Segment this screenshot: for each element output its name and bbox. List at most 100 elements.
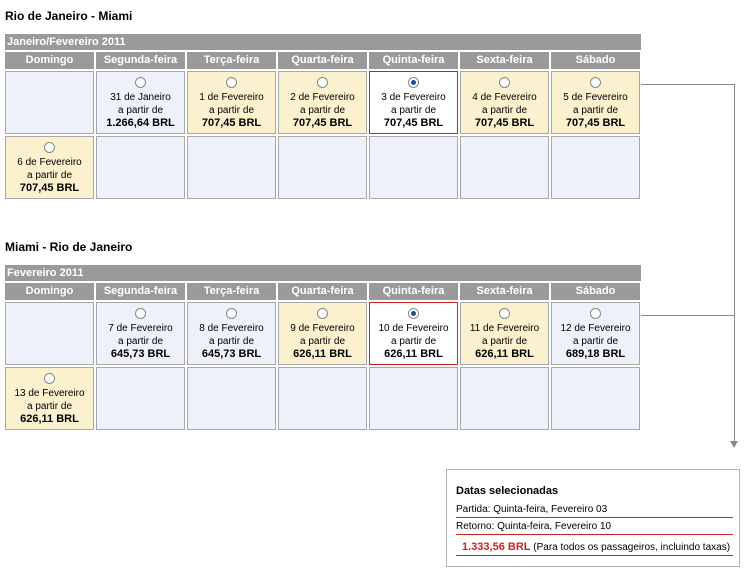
date-label: 2 de Fevereiro — [290, 92, 355, 103]
summary-divider — [456, 517, 733, 518]
date-option-cell[interactable]: 2 de Fevereiro a partir de 707,45 BRL — [278, 71, 367, 134]
summary-divider — [456, 534, 733, 535]
weekday-header: Terça-feira — [187, 283, 276, 300]
date-label: 4 de Fevereiro — [472, 92, 537, 103]
weekday-header: Domingo — [5, 283, 94, 300]
date-option-cell[interactable]: 12 de Fevereiro a partir de 689,18 BRL — [551, 302, 640, 365]
radio-button[interactable] — [226, 308, 237, 319]
empty-day-cell — [5, 302, 94, 365]
date-option-cell[interactable]: 6 de Fevereiro a partir de 707,45 BRL — [5, 136, 94, 199]
date-option-cell[interactable]: 3 de Fevereiro a partir de 707,45 BRL — [369, 71, 458, 134]
date-option-cell[interactable]: 10 de Fevereiro a partir de 626,11 BRL — [369, 302, 458, 365]
price-label: 707,45 BRL — [201, 117, 262, 129]
from-label: a partir de — [572, 336, 619, 347]
total-price: 1.333,56 BRL — [462, 541, 531, 553]
return-month-header: Fevereiro 2011 — [5, 265, 641, 281]
weekday-header: Sábado — [551, 52, 640, 69]
radio-button[interactable] — [499, 77, 510, 88]
week-row: 13 de Fevereiro a partir de 626,11 BRL — [5, 367, 641, 430]
from-label: a partir de — [299, 336, 346, 347]
date-option-cell[interactable]: 31 de Janeiro a partir de 1.266,64 BRL — [96, 71, 185, 134]
empty-day-cell — [278, 367, 367, 430]
price-label: 626,11 BRL — [293, 348, 352, 360]
summary-departure: Partida: Quinta-feira, Fevereiro 03 — [456, 504, 608, 515]
connector-line-return — [641, 315, 734, 316]
outbound-weeks: 31 de Janeiro a partir de 1.266,64 BRL 1 de… — [5, 71, 641, 199]
selected-dates-summary: Datas selecionadas Partida: Quinta-feira… — [446, 469, 740, 567]
date-option-cell[interactable]: 11 de Fevereiro a partir de 626,11 BRL — [460, 302, 549, 365]
weekday-header: Terça-feira — [187, 52, 276, 69]
weekday-header: Quinta-feira — [369, 283, 458, 300]
from-label: a partir de — [481, 336, 528, 347]
radio-button[interactable] — [499, 308, 510, 319]
total-note: (Para todos os passageiros, incluindo ta… — [533, 542, 731, 553]
weekday-header: Sexta-feira — [460, 283, 549, 300]
connector-line-vertical — [734, 84, 735, 441]
radio-button[interactable] — [135, 308, 146, 319]
weekday-header: Sexta-feira — [460, 52, 549, 69]
radio-selected[interactable] — [408, 77, 419, 88]
date-label: 10 de Fevereiro — [378, 323, 449, 334]
radio-selected[interactable] — [408, 308, 419, 319]
radio-button[interactable] — [590, 308, 601, 319]
from-label: a partir de — [390, 336, 437, 347]
summary-total: 1.333,56 BRL (Para todos os passageiros,… — [462, 541, 730, 553]
radio-button[interactable] — [317, 308, 328, 319]
date-label: 9 de Fevereiro — [290, 323, 355, 334]
weekday-header: Sábado — [551, 283, 640, 300]
price-label: 626,11 BRL — [384, 348, 443, 360]
date-option-cell[interactable]: 7 de Fevereiro a partir de 645,73 BRL — [96, 302, 185, 365]
empty-day-cell — [187, 136, 276, 199]
return-weeks: 7 de Fevereiro a partir de 645,73 BRL 8 de … — [5, 302, 641, 430]
from-label: a partir de — [208, 336, 255, 347]
date-label: 31 de Janeiro — [110, 92, 171, 103]
empty-day-cell — [369, 367, 458, 430]
date-option-cell[interactable]: 1 de Fevereiro a partir de 707,45 BRL — [187, 71, 276, 134]
date-label: 13 de Fevereiro — [14, 388, 85, 399]
price-label: 707,45 BRL — [19, 182, 80, 194]
from-label: a partir de — [481, 105, 528, 116]
summary-divider — [456, 555, 733, 556]
weekday-header: Quarta-feira — [278, 52, 367, 69]
radio-button[interactable] — [44, 142, 55, 153]
week-row: 7 de Fevereiro a partir de 645,73 BRL 8 de … — [5, 302, 641, 365]
from-label: a partir de — [208, 105, 255, 116]
empty-day-cell — [460, 367, 549, 430]
price-label: 707,45 BRL — [383, 117, 444, 129]
weekday-header: Quinta-feira — [369, 52, 458, 69]
from-label: a partir de — [390, 105, 437, 116]
radio-button[interactable] — [226, 77, 237, 88]
outbound-route-title: Rio de Janeiro - Miami — [5, 9, 133, 23]
return-weekday-row: Domingo Segunda-feira Terça-feira Quarta-fe… — [5, 283, 641, 300]
week-row: 31 de Janeiro a partir de 1.266,64 BRL 1 de… — [5, 71, 641, 134]
price-label: 707,45 BRL — [565, 117, 626, 129]
weekday-header: Domingo — [5, 52, 94, 69]
outbound-month-header: Janeiro/Fevereiro 2011 — [5, 34, 641, 50]
date-option-cell[interactable]: 5 de Fevereiro a partir de 707,45 BRL — [551, 71, 640, 134]
radio-button[interactable] — [135, 77, 146, 88]
date-option-cell[interactable]: 8 de Fevereiro a partir de 645,73 BRL — [187, 302, 276, 365]
summary-return: Retorno: Quinta-feira, Fevereiro 10 — [456, 521, 612, 532]
radio-button[interactable] — [317, 77, 328, 88]
empty-day-cell — [96, 367, 185, 430]
date-label: 5 de Fevereiro — [563, 92, 628, 103]
from-label: a partir de — [26, 401, 73, 412]
date-option-cell[interactable]: 13 de Fevereiro a partir de 626,11 BRL — [5, 367, 94, 430]
weekday-header: Segunda-feira — [96, 52, 185, 69]
date-option-cell[interactable]: 9 de Fevereiro a partir de 626,11 BRL — [278, 302, 367, 365]
date-label: 3 de Fevereiro — [381, 92, 446, 103]
weekday-header: Segunda-feira — [96, 283, 185, 300]
outbound-weekday-row: Domingo Segunda-feira Terça-feira Quarta-fe… — [5, 52, 641, 69]
empty-day-cell — [278, 136, 367, 199]
empty-day-cell — [460, 136, 549, 199]
from-label: a partir de — [26, 170, 73, 181]
price-label: 689,18 BRL — [565, 348, 626, 360]
date-option-cell[interactable]: 4 de Fevereiro a partir de 707,45 BRL — [460, 71, 549, 134]
date-label: 8 de Fevereiro — [199, 323, 264, 334]
radio-button[interactable] — [44, 373, 55, 384]
return-calendar: Fevereiro 2011 Domingo Segunda-feira Terça… — [5, 265, 641, 430]
summary-title: Datas selecionadas — [456, 485, 559, 497]
radio-button[interactable] — [590, 77, 601, 88]
date-label: 7 de Fevereiro — [108, 323, 173, 334]
empty-day-cell — [369, 136, 458, 199]
